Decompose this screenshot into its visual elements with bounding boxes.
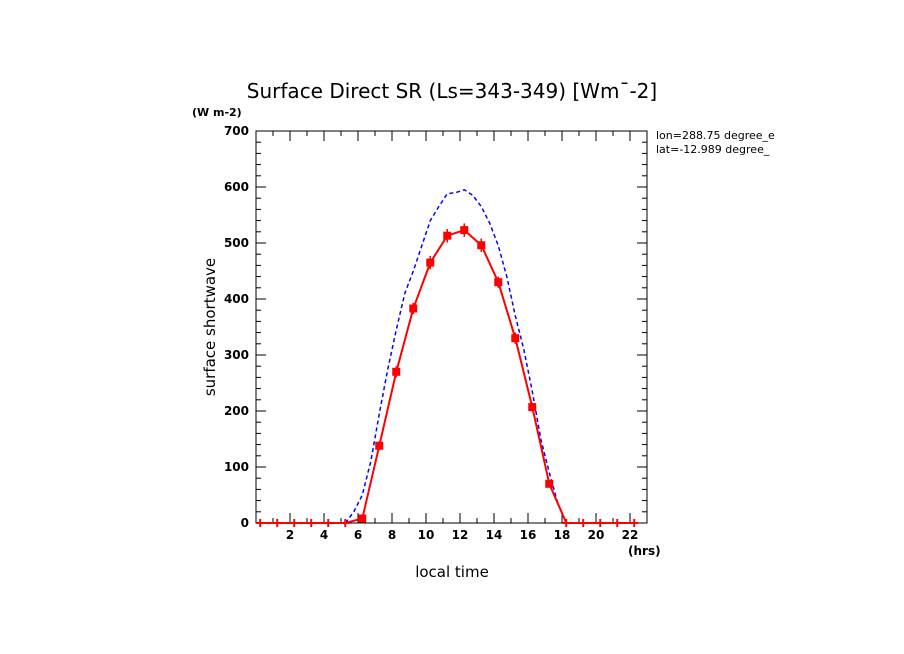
red-series-line xyxy=(260,228,635,524)
blue-series-group xyxy=(344,188,567,524)
x-tick-label: 6 xyxy=(354,528,362,542)
lat-annotation: lat=-12.989 degree_ xyxy=(656,143,770,156)
y-tick-label: 600 xyxy=(224,180,249,194)
axes: 2 4 6 8 10 12 14 16 18 20 22 0 100 200 300 400 500 600 700 xyxy=(224,124,647,542)
y-tick-label: 100 xyxy=(224,460,249,474)
x-tick-label: 14 xyxy=(486,528,503,542)
x-tick-label: 8 xyxy=(388,528,396,542)
x-tick-label: 2 xyxy=(286,528,294,542)
y-tick-label: 700 xyxy=(224,124,249,138)
red-series-group xyxy=(256,223,639,527)
x-tick-label: 20 xyxy=(588,528,605,542)
x-axis-label: local time xyxy=(415,563,489,581)
red-data-point xyxy=(443,231,452,240)
x-tick-label: 12 xyxy=(452,528,469,542)
y-units-label: (W m-2) xyxy=(192,106,242,119)
red-data-point xyxy=(477,241,486,250)
red-data-point xyxy=(358,514,367,523)
red-data-point xyxy=(460,226,469,235)
red-data-point xyxy=(375,441,384,450)
x-tick-label: 22 xyxy=(622,528,639,542)
x-tick-label: 18 xyxy=(554,528,571,542)
y-tick-label: 500 xyxy=(224,236,249,250)
plot-frame xyxy=(255,130,648,524)
y-tick-label: 400 xyxy=(224,292,249,306)
red-data-point xyxy=(494,278,503,287)
x-tick-label: 10 xyxy=(418,528,435,542)
x-tick-label: 4 xyxy=(320,528,328,542)
y-tick-label: 300 xyxy=(224,348,249,362)
red-data-point xyxy=(511,334,520,343)
red-data-point xyxy=(426,258,435,267)
red-data-point xyxy=(528,403,537,412)
chart-title: Surface Direct SR (Ls=343-349) [Wm¯-2] xyxy=(247,79,657,103)
y-tick-label: 200 xyxy=(224,404,249,418)
x-units-label: (hrs) xyxy=(628,544,661,558)
lon-annotation: lon=288.75 degree_e xyxy=(656,129,775,142)
blue-series-line xyxy=(344,188,567,524)
y-axis-label: surface shortwave xyxy=(201,258,219,396)
red-data-point xyxy=(392,367,401,376)
red-data-point xyxy=(545,479,554,488)
red-data-point xyxy=(409,304,418,313)
y-tick-label: 0 xyxy=(241,516,249,530)
x-tick-label: 16 xyxy=(520,528,537,542)
